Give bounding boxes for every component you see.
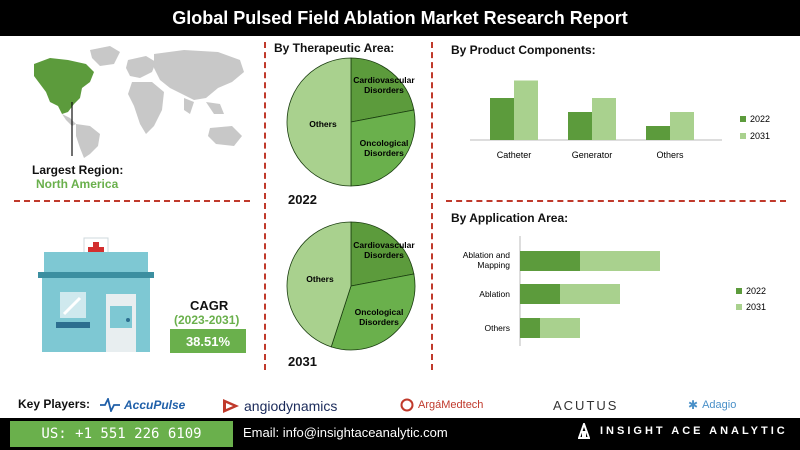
legend-label-2031: 2031 — [746, 302, 766, 312]
pie-label-others: Others — [306, 274, 334, 284]
brand-text: INSIGHT ACE ANALYTIC — [600, 425, 788, 437]
y-tick-label: Ablation — [479, 289, 510, 299]
product-components-title: By Product Components: — [451, 43, 596, 57]
logo-angiodynamics: angiodynamics — [222, 398, 337, 414]
adagio-icon: ✱ — [688, 398, 699, 412]
brand-logo: INSIGHT ACE ANALYTIC — [578, 423, 788, 439]
pie-chart-2022: Cardiovascular Disorders Oncological Disor… — [286, 57, 416, 187]
legend-label-2022: 2022 — [750, 114, 770, 124]
bar-ablation-2031 — [560, 284, 620, 304]
bar-others-2022 — [646, 126, 670, 140]
pie-caption-2031: 2031 — [288, 354, 317, 369]
bar-catheter-2031 — [514, 80, 538, 140]
divider-left — [264, 42, 266, 370]
legend-label-2031: 2031 — [750, 131, 770, 141]
pie-caption-2022: 2022 — [288, 192, 317, 207]
logo-acutus-text: ACUTUS — [553, 398, 619, 413]
logo-argamedtech-text: ArgáMedtech — [418, 399, 484, 411]
page-title: Global Pulsed Field Ablation Market Rese… — [0, 0, 800, 36]
legend-swatch-2031 — [740, 133, 746, 139]
x-tick-label: Others — [656, 150, 684, 160]
pie-label-cardiovascular: Cardiovascular Disorders — [353, 75, 415, 95]
bar-ablation-2022 — [520, 284, 560, 304]
legend-swatch-2022 — [736, 288, 742, 294]
cagr-value: 38.51% — [170, 329, 246, 353]
logo-angiodynamics-text: angiodynamics — [244, 398, 338, 414]
y-tick-label: Others — [484, 323, 510, 333]
pie-slice-cardiovascular — [350, 221, 415, 287]
pie-chart-2031: Cardiovascular Disorders Oncological Disor… — [286, 221, 416, 351]
largest-region-label: Largest Region: — [32, 163, 124, 177]
logo-accupulse-text: AccuPulse — [124, 398, 186, 412]
brand-icon — [578, 423, 590, 439]
pie-label-others: Others — [309, 119, 337, 129]
largest-region-value: North America — [36, 177, 119, 191]
bar-generator-2031 — [592, 98, 616, 140]
phone-number[interactable]: US: +1 551 226 6109 — [10, 421, 233, 447]
divider-charts — [446, 200, 786, 202]
bar-ablation-and-mapping-2031 — [580, 251, 660, 271]
bar-catheter-2022 — [490, 98, 514, 140]
divider-region — [14, 200, 250, 202]
hospital-icon — [38, 237, 154, 352]
bar-others-2022 — [520, 318, 540, 338]
pie-slice-oncological — [330, 273, 416, 351]
logo-adagio-text: Adagio — [702, 399, 737, 411]
application-area-chart: Ablation and Mapping Ablation Others 2022 203… — [463, 236, 766, 346]
product-components-chart: Catheter Generator Others 2022 2031 — [470, 80, 770, 160]
pie-slice-others — [286, 221, 352, 348]
pulse-icon — [100, 398, 120, 412]
legend-swatch-2022 — [740, 116, 746, 122]
world-map-icon — [34, 46, 244, 158]
north-america-highlight — [34, 58, 94, 114]
logo-acutus: ACUTUS — [553, 398, 618, 413]
application-area-title: By Application Area: — [451, 211, 569, 225]
x-tick-label: Catheter — [497, 150, 532, 160]
logo-argamedtech: ArgáMedtech — [400, 398, 483, 412]
bar-others-2031 — [540, 318, 580, 338]
bar-ablation-and-mapping-2022 — [520, 251, 580, 271]
therapeutic-area-title: By Therapeutic Area: — [274, 41, 395, 55]
pie-label-oncological: Oncological Disorders — [360, 138, 409, 158]
angiodynamics-icon — [223, 399, 239, 413]
y-tick-label: Ablation and Mapping — [463, 250, 511, 270]
legend-swatch-2031 — [736, 304, 742, 310]
legend-label-2022: 2022 — [746, 286, 766, 296]
pie-label-cardiovascular: Cardiovascular Disorders — [353, 240, 415, 260]
divider-right — [431, 42, 433, 370]
key-players-label: Key Players: — [18, 397, 91, 411]
pie-slice-oncological — [350, 109, 416, 187]
logo-adagio: ✱ Adagio — [688, 398, 736, 412]
logo-accupulse: AccuPulse — [100, 398, 185, 412]
pie-slice-others — [286, 57, 352, 187]
arga-icon — [400, 398, 414, 412]
pie-slice-cardiovascular — [350, 57, 415, 123]
email-address[interactable]: Email: info@insightaceanalytic.com — [243, 425, 448, 440]
cagr-period: (2023-2031) — [174, 313, 240, 327]
cagr-label: CAGR — [190, 298, 229, 313]
bar-generator-2022 — [568, 112, 592, 140]
bar-others-2031 — [670, 112, 694, 140]
pie-label-oncological: Oncological Disorders — [355, 307, 404, 327]
x-tick-label: Generator — [572, 150, 613, 160]
